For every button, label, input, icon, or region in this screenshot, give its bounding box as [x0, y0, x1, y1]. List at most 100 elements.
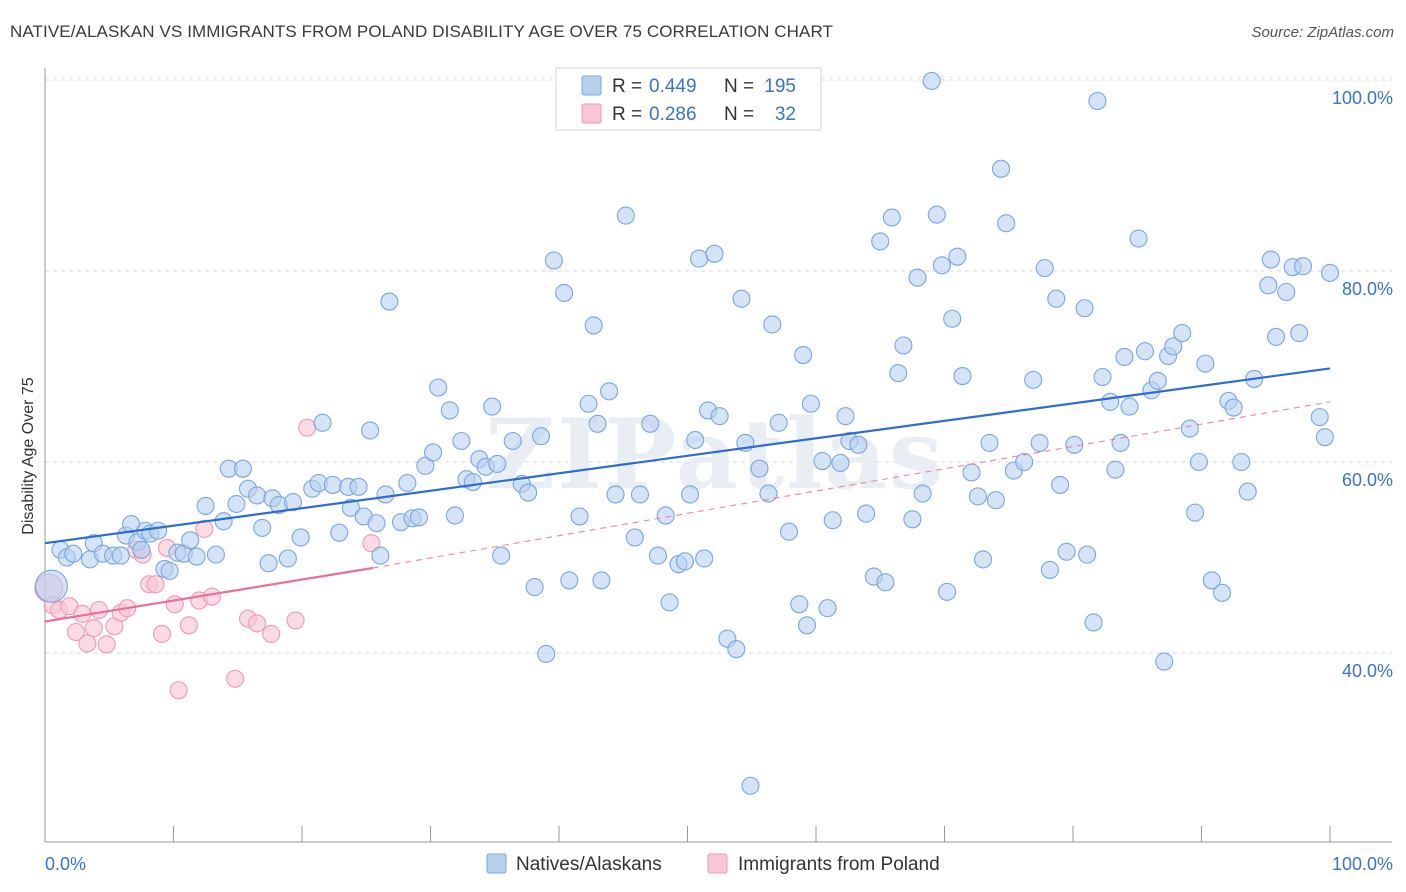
blue-point [570, 507, 589, 526]
blue-point [1293, 257, 1313, 276]
blue-point [206, 545, 225, 564]
blue-point [991, 159, 1011, 178]
blue-point [625, 528, 644, 547]
blue-point [823, 511, 842, 530]
blue-point [1290, 324, 1309, 343]
legend-n-label: N = [724, 76, 754, 97]
blue-point [660, 593, 679, 612]
pink-point [152, 624, 171, 643]
blue-point [376, 485, 395, 504]
pink-point [78, 634, 97, 653]
blue-point [330, 523, 349, 542]
blue-point [763, 315, 782, 334]
blue-point [445, 506, 464, 525]
blue-point [592, 571, 611, 590]
blue-point [913, 484, 932, 503]
pink-point [298, 418, 317, 437]
y-tick-label: 60.0% [1342, 470, 1393, 490]
blue-point [555, 283, 574, 303]
blue-point [160, 561, 179, 580]
blue-point [291, 528, 310, 547]
top-legend: R = 0.449 N = 195 R = 0.286 N = 32 [555, 67, 822, 131]
blue-point [1015, 452, 1034, 472]
blue-point [584, 316, 603, 335]
blue-point [927, 205, 946, 224]
pink-point [146, 575, 165, 594]
pink-point [66, 622, 85, 642]
legend-swatch-pink [581, 103, 602, 124]
blue-point [1310, 408, 1329, 427]
blue-point [247, 486, 267, 505]
blue-point [1135, 342, 1155, 361]
blue-point [214, 512, 233, 531]
blue-point [750, 459, 769, 478]
blue-point [797, 616, 817, 635]
blue-point [233, 459, 252, 478]
blue-point [986, 491, 1005, 510]
blue-point [1259, 276, 1278, 295]
pink-point [362, 534, 381, 553]
blue-point [690, 249, 709, 268]
blue-point [759, 484, 778, 503]
bottom-legend-label-blue: Natives/Alaskans [516, 854, 662, 875]
blue-point [492, 546, 511, 565]
blue-point [1148, 371, 1167, 390]
blue-point [196, 496, 215, 515]
blue-point [932, 256, 951, 275]
source-label: Source: ZipAtlas.com [1251, 24, 1394, 41]
blue-point [341, 498, 360, 517]
blue-point [894, 336, 913, 355]
blue-point [361, 421, 380, 440]
blue-point [416, 456, 435, 475]
blue-point [1075, 299, 1094, 318]
blue-point [876, 573, 895, 592]
blue-point [525, 578, 544, 597]
blue-point [1189, 452, 1208, 472]
blue-point [452, 431, 471, 451]
blue-point [695, 549, 714, 568]
blue-point [398, 473, 417, 493]
blue-point [1202, 571, 1221, 590]
blue-point [278, 549, 297, 568]
blue-point [938, 582, 957, 601]
pink-point [262, 624, 281, 643]
blue-point [1266, 327, 1286, 346]
blue-point [1115, 347, 1134, 367]
blue-point [519, 483, 538, 502]
blue-point [537, 644, 556, 664]
blue-point [600, 382, 619, 401]
blue-point [227, 494, 246, 514]
blue-point [1238, 482, 1257, 501]
blue-point [648, 546, 667, 565]
blue-point [705, 244, 724, 263]
blue-point [849, 435, 868, 454]
blue-point [675, 552, 694, 571]
blue-point [948, 247, 967, 266]
pink-point [195, 519, 214, 538]
blue-point [440, 401, 459, 420]
x-tick-label: 0.0% [45, 854, 86, 874]
blue-point [503, 431, 522, 451]
legend-swatch-blue [581, 75, 602, 96]
blue-point [616, 206, 635, 225]
blue-point [1164, 337, 1183, 356]
bottom-legend-label-pink: Immigrants from Poland [738, 854, 940, 875]
blue-point [1078, 545, 1097, 564]
blue-point [1186, 503, 1205, 522]
blue-point [997, 214, 1016, 233]
blue-point [253, 518, 272, 537]
blue-point [889, 364, 908, 383]
blue-point [1101, 392, 1120, 411]
blue-point [588, 414, 607, 433]
blue-point [1196, 354, 1215, 373]
blue-point [681, 485, 700, 504]
blue-point [1093, 367, 1112, 387]
blue-point [313, 413, 332, 432]
blue-point [980, 433, 999, 452]
blue-point [181, 531, 200, 550]
axes [44, 68, 1392, 843]
blue-trend-line [44, 367, 1331, 545]
blue-point [813, 451, 832, 471]
blue-point [641, 414, 660, 433]
pink-point [226, 669, 245, 688]
